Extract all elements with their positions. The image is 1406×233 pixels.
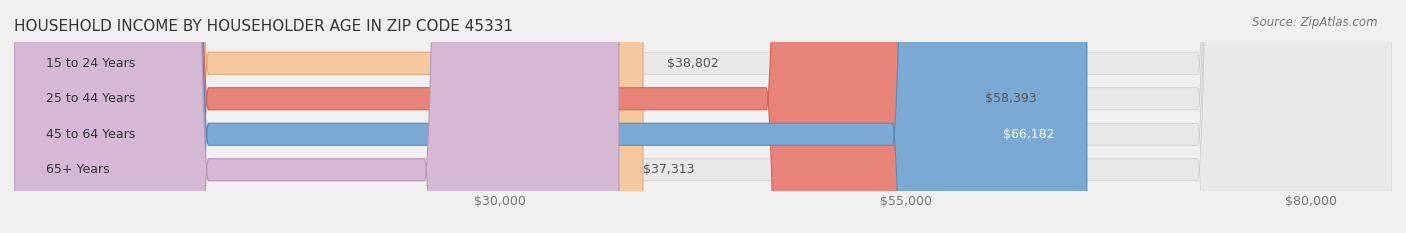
Text: 25 to 44 Years: 25 to 44 Years xyxy=(46,92,136,105)
Text: $66,182: $66,182 xyxy=(1002,128,1054,141)
FancyBboxPatch shape xyxy=(14,0,960,233)
Text: HOUSEHOLD INCOME BY HOUSEHOLDER AGE IN ZIP CODE 45331: HOUSEHOLD INCOME BY HOUSEHOLDER AGE IN Z… xyxy=(14,19,513,34)
FancyBboxPatch shape xyxy=(14,0,1392,233)
Text: $37,313: $37,313 xyxy=(643,163,695,176)
FancyBboxPatch shape xyxy=(14,0,1392,233)
Text: Source: ZipAtlas.com: Source: ZipAtlas.com xyxy=(1253,16,1378,29)
Text: 15 to 24 Years: 15 to 24 Years xyxy=(46,57,136,70)
FancyBboxPatch shape xyxy=(14,0,1392,233)
FancyBboxPatch shape xyxy=(14,0,1392,233)
Text: $58,393: $58,393 xyxy=(986,92,1036,105)
Text: $38,802: $38,802 xyxy=(668,57,718,70)
FancyBboxPatch shape xyxy=(14,0,643,233)
FancyBboxPatch shape xyxy=(14,0,1087,233)
Text: 65+ Years: 65+ Years xyxy=(46,163,110,176)
FancyBboxPatch shape xyxy=(14,0,619,233)
Text: 45 to 64 Years: 45 to 64 Years xyxy=(46,128,136,141)
